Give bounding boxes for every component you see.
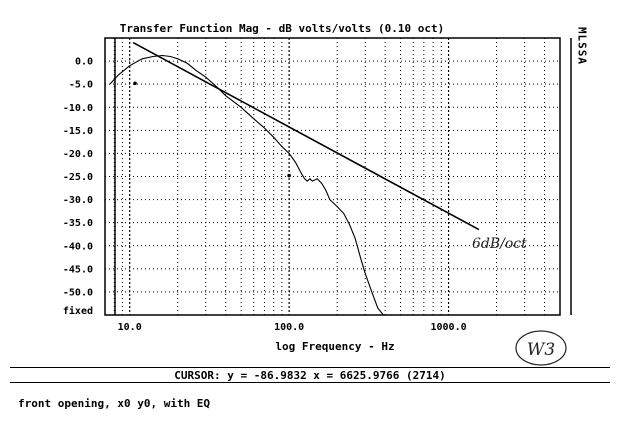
- y-tick-label: -45.0: [63, 264, 93, 275]
- y-tick-label: -15.0: [63, 126, 93, 137]
- y-tick-label: 0.0: [75, 57, 93, 68]
- data-marker: [287, 173, 291, 178]
- y-bottom-label: fixed: [63, 305, 93, 317]
- y-tick-label: -20.0: [63, 149, 93, 160]
- y-tick-label: -50.0: [63, 287, 93, 298]
- caption-text: front opening, x0 y0, with EQ: [18, 397, 211, 410]
- y-tick-label: -35.0: [63, 218, 93, 229]
- data-marker: [133, 81, 137, 86]
- y-tick-label: -5.0: [69, 80, 93, 91]
- w3-circle: [515, 330, 567, 366]
- y-tick-label: -30.0: [63, 195, 93, 206]
- chart-title: Transfer Function Mag - dB volts/volts (…: [120, 22, 445, 35]
- slope-annotation: 6dB/oct: [472, 236, 527, 252]
- transfer-function-chart: Transfer Function Mag - dB volts/volts (…: [63, 22, 589, 366]
- y-tick-label: -25.0: [63, 172, 93, 183]
- x-tick-labels: 10.0 100.0 1000.0: [118, 322, 467, 333]
- cursor-readout: CURSOR: y = -86.9832 x = 6625.9766 (2714…: [10, 367, 610, 383]
- grid-lines: [104, 38, 561, 315]
- mlssa-side-label: MLSSA: [576, 27, 589, 65]
- x-tick-label: 10.0: [118, 322, 142, 333]
- data-markers: [133, 81, 291, 178]
- w3-annotation: W3: [527, 340, 555, 360]
- y-tick-labels: 0.0 -5.0 -10.0 -15.0 -20.0 -25.0 -30.0 -35.0 -40…: [63, 57, 93, 299]
- response-curve: [109, 54, 384, 316]
- x-tick-label: 1000.0: [430, 322, 466, 333]
- y-tick-label: -10.0: [63, 103, 93, 114]
- y-tick-label: -40.0: [63, 241, 93, 252]
- slope-reference-line: [132, 41, 480, 231]
- x-axis-label: log Frequency - Hz: [275, 340, 394, 353]
- x-tick-label: 100.0: [274, 322, 304, 333]
- series-lines: [109, 41, 480, 316]
